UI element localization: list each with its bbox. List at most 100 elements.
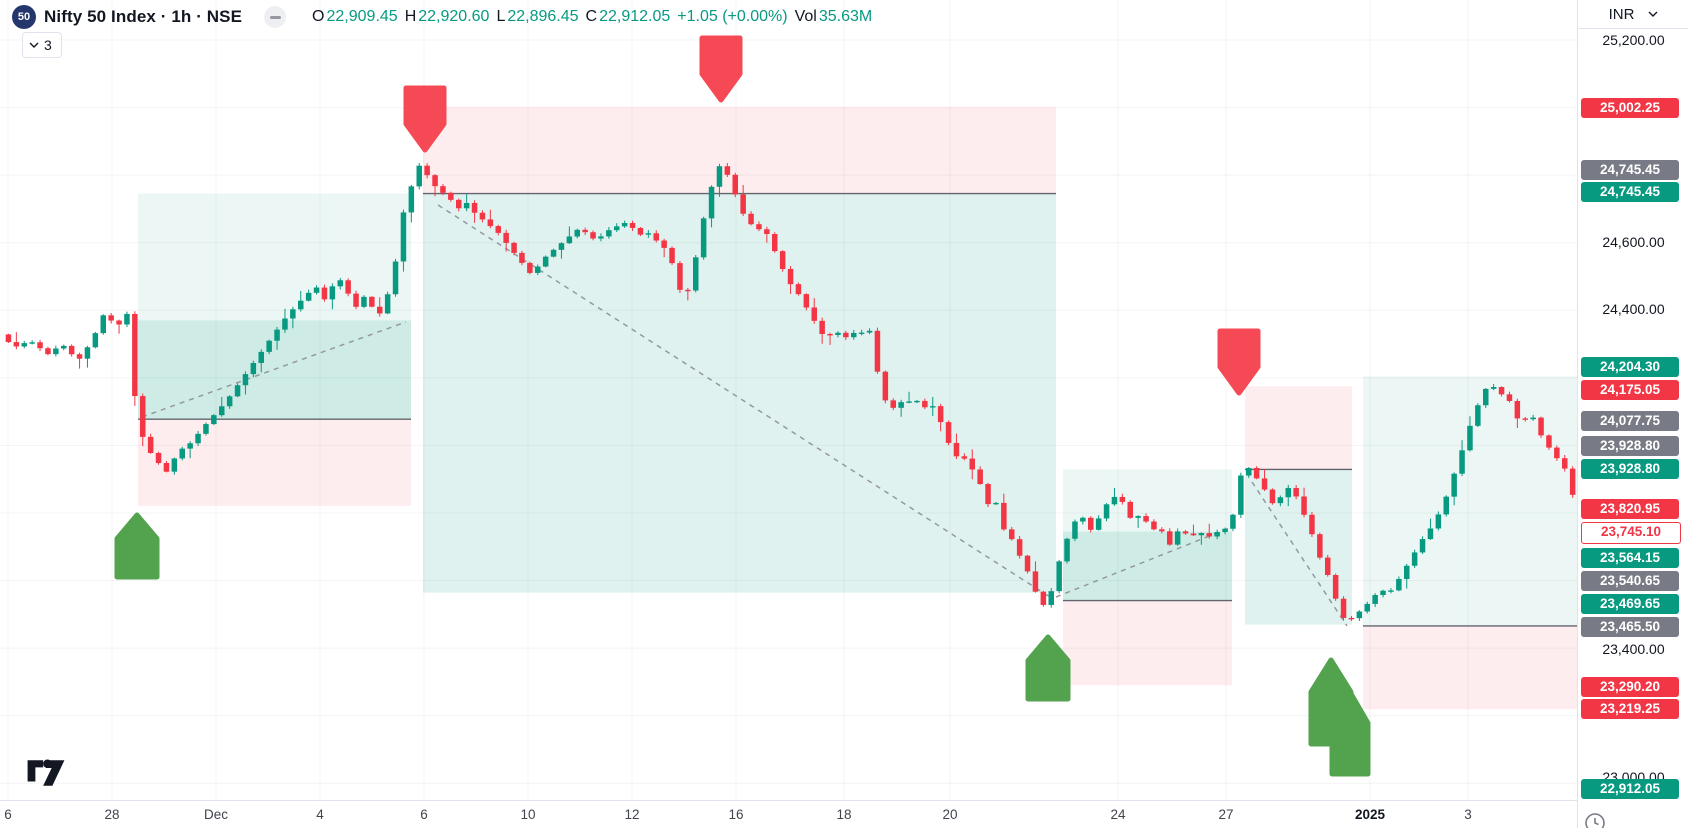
demand-zone-3[interactable]	[1363, 625, 1577, 710]
candle-down	[1119, 496, 1126, 502]
candle-down	[1182, 531, 1189, 534]
candle-up	[219, 406, 225, 416]
candle-up	[171, 458, 178, 472]
demand-zone-2[interactable]	[1063, 531, 1232, 601]
chart-canvas[interactable]	[0, 0, 1577, 800]
demand-zone-3[interactable]	[1363, 376, 1577, 626]
supply-zone-1[interactable]	[423, 193, 1056, 593]
symbol-title[interactable]: Nifty 50 Index · 1h · NSE	[44, 7, 243, 26]
price-axis[interactable]: INR 25,200.00 24,600.00 24,400.00 23,400.00…	[1577, 0, 1688, 828]
symbol-legend: 50 Nifty 50 Index · 1h · NSE O 22,909.45 …	[12, 5, 872, 29]
candle-down	[1332, 574, 1339, 599]
candle-up	[1174, 531, 1181, 545]
candle-up	[1246, 467, 1252, 476]
candle-down	[45, 348, 51, 355]
candle-up	[1095, 518, 1102, 530]
price-level-badge: 24,175.05	[1581, 380, 1679, 400]
candle-down	[756, 224, 762, 230]
candle-down	[1167, 531, 1173, 545]
candle-down	[653, 233, 659, 241]
price-level-badge: 23,564.15	[1581, 548, 1679, 568]
candle-up	[906, 401, 912, 403]
candle-down	[1348, 617, 1355, 620]
candle-up	[1451, 473, 1457, 497]
supply-zone-1[interactable]	[423, 106, 1056, 194]
trendline[interactable]	[141, 321, 407, 418]
candle-down	[787, 268, 794, 285]
price-level-badge: 23,219.25	[1581, 699, 1679, 719]
indicator-count: 3	[44, 37, 52, 53]
ohlc-readout: O 22,909.45 H 22,920.60 L 22,896.45 C 22,912…	[312, 8, 872, 26]
candle-down	[1016, 539, 1023, 556]
supply-zone-2[interactable]	[1245, 386, 1352, 470]
candle-down	[116, 320, 122, 325]
buy-signal-arrow-icon[interactable]	[114, 512, 160, 580]
sell-signal-arrow-icon[interactable]	[1217, 328, 1261, 396]
candle-down	[1498, 387, 1505, 395]
clock-icon[interactable]	[1583, 811, 1607, 828]
candle-down	[1032, 571, 1039, 592]
candle-up	[282, 318, 288, 330]
trendline[interactable]	[1251, 481, 1348, 627]
price-level-badge: 25,002.25	[1581, 98, 1679, 118]
sell-signal-arrow-icon[interactable]	[403, 85, 447, 153]
candle-down	[353, 293, 359, 307]
candle-down	[432, 175, 438, 187]
candle-up	[1427, 528, 1434, 540]
candle-down	[1293, 488, 1299, 497]
buy-signal-arrow-icon[interactable]	[1025, 634, 1071, 702]
time-axis-tick: 20	[942, 807, 958, 822]
price-level-badge: 23,290.20	[1581, 677, 1679, 697]
price-axis-tick: 24,600.00	[1602, 234, 1665, 250]
symbol-logo[interactable]: 50	[12, 5, 36, 29]
demand-zone-1[interactable]	[138, 419, 411, 506]
price-level-badge: 22,912.05	[1581, 779, 1679, 799]
candle-up	[1467, 425, 1473, 451]
currency-selector[interactable]: INR	[1578, 0, 1688, 29]
candle-up	[574, 229, 580, 237]
candle-up	[250, 362, 257, 375]
candle-down	[1506, 394, 1513, 401]
chart-pane[interactable]: 50 Nifty 50 Index · 1h · NSE O 22,909.45 …	[0, 0, 1577, 800]
candle-down	[132, 313, 138, 397]
visibility-toggle-button[interactable]	[264, 6, 287, 28]
candle-up	[1135, 516, 1141, 518]
candle-down	[1040, 591, 1047, 605]
candle-up	[1072, 521, 1078, 539]
candle-up	[100, 315, 106, 334]
candle-down	[163, 462, 170, 472]
demand-zone-2[interactable]	[1063, 600, 1232, 686]
candle-down	[369, 296, 375, 307]
candle-up	[313, 287, 320, 293]
time-axis-tick: 12	[624, 807, 640, 822]
candle-up	[716, 166, 723, 187]
candle-down	[37, 342, 43, 349]
time-axis[interactable]: 6 28 Dec 4 6 10 12 16 18 20 24 27 2025 3	[0, 800, 1577, 828]
candle-up	[337, 280, 343, 287]
candle-up	[550, 249, 557, 257]
candle-up	[1103, 504, 1110, 519]
legend-collapse-button[interactable]: 3	[22, 32, 62, 58]
candle-down	[732, 174, 738, 195]
candle-down	[685, 289, 691, 292]
candle-down	[882, 371, 889, 401]
time-axis-tick: 18	[836, 807, 852, 822]
candle-up	[898, 402, 904, 408]
sell-signal-arrow-icon[interactable]	[699, 35, 743, 103]
ohlc-close: C 22,912.05	[585, 8, 671, 25]
buy-signal-arrow-icon[interactable]	[1329, 689, 1371, 777]
candle-up	[914, 400, 920, 403]
candle-up	[1419, 539, 1426, 553]
candle-up	[1475, 405, 1481, 426]
candle-down	[724, 166, 731, 175]
candle-up	[392, 261, 399, 295]
candle-up	[1080, 517, 1086, 522]
candle-down	[764, 229, 770, 235]
candle-up	[835, 332, 841, 335]
candle-up	[195, 433, 201, 444]
candle-up	[598, 236, 604, 239]
ohlc-low: L 22,896.45	[496, 8, 579, 25]
tradingview-logo[interactable]	[26, 756, 66, 795]
candle-down	[108, 315, 114, 321]
trendline[interactable]	[1055, 526, 1233, 598]
